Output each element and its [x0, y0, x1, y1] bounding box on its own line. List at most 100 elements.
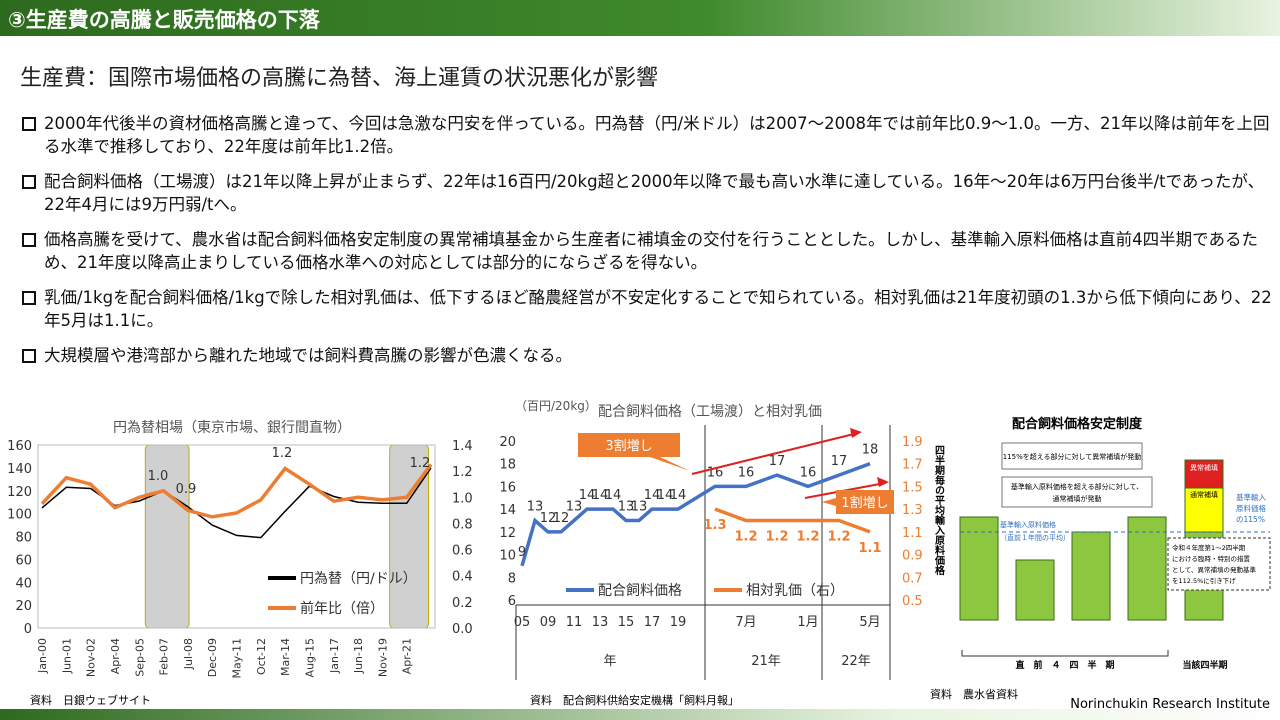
y-tick-label: 18: [499, 458, 516, 473]
note-text: 通常補填が発動: [1053, 494, 1102, 503]
footer-bar: [0, 709, 1280, 720]
y-tick-label: 8: [508, 571, 516, 586]
series-line: [714, 507, 871, 534]
base-label: 基準輸入原料価格: [1000, 520, 1056, 529]
y2-tick-label: 1.7: [902, 458, 923, 473]
y2-tick-label: 1.5: [902, 480, 923, 495]
plot-frame: [37, 444, 436, 629]
y-tick-label: 20: [499, 435, 516, 450]
diagram-title: 配合飼料価格安定制度: [1012, 416, 1143, 432]
series-line: [520, 462, 871, 567]
callout-text: 1割増し: [841, 495, 888, 511]
data-label: 12: [540, 511, 557, 526]
y2-tick-label: 0.5: [902, 594, 923, 609]
data-label: 14: [592, 488, 609, 503]
x-tick-label: 05: [514, 615, 531, 630]
y2-tick-label: 0.2: [452, 596, 473, 611]
x-tick-label: Jun-18: [352, 638, 365, 674]
legend-label: 相対乳価（右）: [746, 583, 844, 599]
bar-shape: [959, 516, 999, 621]
data-label: 13: [527, 500, 544, 515]
annotation: 1.2: [272, 446, 293, 461]
subtitle: 生産費：国際市場価格の高騰に為替、海上運賃の状況悪化が影響: [20, 66, 659, 91]
x-tick-label: 17: [644, 615, 661, 630]
bar-shape: [1184, 487, 1224, 533]
measure-line: を112.5%に引き下げ: [1172, 576, 1236, 585]
measure-line: として、異常補填の発動基準: [1172, 565, 1256, 574]
x-tick-label: 5月: [859, 615, 880, 630]
threshold-label: 基準輸入: [1236, 492, 1266, 502]
diagram: 配合飼料価格安定制度 115%を超える部分に対して異常補填が発動 基準輸入原料価…: [933, 416, 1271, 671]
data-label: 1.3: [703, 518, 726, 533]
data-label: 14: [579, 488, 596, 503]
y2-tick-label: 0.6: [452, 544, 473, 559]
data-label: 17: [831, 454, 848, 469]
data-label: 1.2: [796, 530, 819, 545]
bullet-text: 大規模層や港湾部から離れた地域では飼料費高騰の影響が色濃くなる。: [44, 346, 572, 365]
x-tick-label: 19: [670, 615, 687, 630]
bullet-text: 乳価/1kgを配合飼料価格/1kgで除した相対乳価は、低下するほど酪農経営が不安…: [44, 288, 1272, 330]
y-tick-label: 140: [7, 462, 32, 477]
bullet-icon: [22, 117, 36, 131]
trend-arrow: [691, 432, 859, 475]
header-title: ③生産費の高騰と販売価格の下落: [8, 8, 320, 32]
y2-tick-label: 1.1: [902, 526, 923, 541]
x-tick-label: Jul-08: [182, 638, 195, 670]
data-label: 13: [631, 500, 648, 515]
current-label: 当該四半期: [1182, 659, 1227, 671]
arrow-head: [850, 428, 862, 438]
base-label: （直前１年間の平均）: [1000, 533, 1070, 542]
y2-tick-label: 0.8: [452, 517, 473, 532]
data-label: 1.1: [858, 541, 881, 556]
data-label: 14: [657, 488, 674, 503]
y-tick-label: 20: [15, 599, 32, 614]
data-label: 18: [862, 443, 879, 458]
x-tick-label: Jun-01: [60, 638, 73, 674]
bar-shape: [1071, 531, 1111, 621]
x-tick-label: Nov-19: [376, 638, 389, 677]
note-text: 基準輸入原料価格を超える部分に対して、: [1011, 482, 1143, 491]
x-tick-label: 15: [618, 615, 635, 630]
x-tick-label: Apr-04: [109, 638, 122, 674]
y-tick-label: 60: [15, 553, 32, 568]
y2-tick-label: 1.4: [452, 439, 473, 454]
y2-tick-label: 0.7: [902, 571, 923, 586]
x-tick-label: 11: [566, 615, 583, 630]
x-tick-label: 09: [540, 615, 557, 630]
source: 資料 農水省資料: [930, 687, 1018, 701]
measure-box: [1167, 537, 1271, 591]
bullet: 大規模層や港湾部から離れた地域では飼料費高騰の影響が色濃くなる。: [22, 344, 1274, 367]
y2-tick-label: 1.0: [452, 491, 473, 506]
bullet-text: 2000年代後半の資材価格高騰と違って、今回は急激な円安を伴っている。円為替（円…: [44, 114, 1270, 156]
group-label: 22年: [841, 654, 871, 669]
chart-title: 配合飼料価格（工場渡）と相対乳価: [598, 404, 822, 420]
threshold-label: 原料価格: [1236, 503, 1266, 513]
data-label: 16: [800, 465, 817, 480]
source: 資料 日銀ウェブサイト: [30, 693, 151, 707]
x-tick-label: 1月: [797, 615, 818, 630]
bullet-icon: [22, 349, 36, 363]
x-tick-label: Jan-00: [36, 638, 49, 674]
x-tick-label: May-11: [231, 638, 244, 679]
bullet: 乳価/1kgを配合飼料価格/1kgで除した相対乳価は、低下するほど酪農経営が不安…: [22, 286, 1274, 332]
series-line: [41, 467, 432, 539]
measure-text: 令和４年度第1～2四半期における臨時・特別の措置として、異常補填の発動基準を11…: [1172, 543, 1256, 585]
normal-label: 通常補填: [1190, 490, 1218, 499]
prior-label: 直 前 ４ 四 半 期: [1015, 659, 1114, 671]
bullet: 価格高騰を受けて、農水省は配合飼料価格安定制度の異常補填基金から生産者に補填金の…: [22, 228, 1274, 274]
data-label: 14: [670, 488, 687, 503]
note-box: [1001, 442, 1143, 470]
measure-line: 令和４年度第1～2四半期: [1172, 543, 1246, 552]
bullet-text: 価格高騰を受けて、農水省は配合飼料価格安定制度の異常補填基金から生産者に補填金の…: [44, 230, 1259, 272]
y-unit: （百円/20kg）: [515, 399, 597, 413]
footer-text: Norinchukin Research Institute: [1070, 697, 1270, 712]
legend-label: 円為替（円/ドル）: [300, 571, 417, 587]
x-tick-label: Dec-09: [206, 638, 219, 677]
x-tick-label: 7月: [735, 615, 756, 630]
y-tick-label: 14: [499, 503, 516, 518]
group-label: 21年: [751, 654, 781, 669]
header-bar: ③生産費の高騰と販売価格の下落: [0, 0, 1280, 36]
y2-tick-label: 0.4: [452, 570, 473, 585]
